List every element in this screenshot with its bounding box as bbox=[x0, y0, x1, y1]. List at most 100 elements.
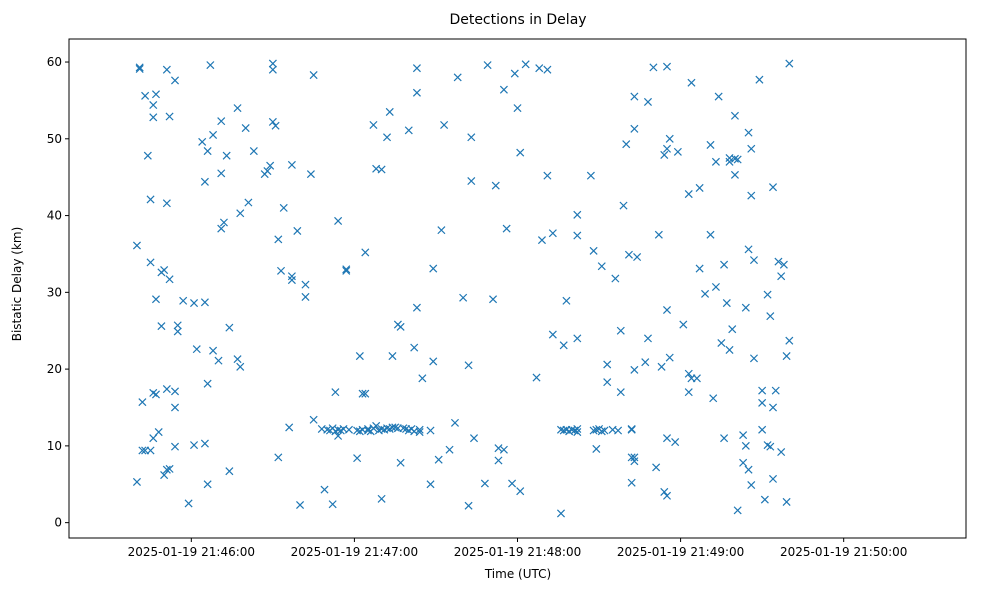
data-point bbox=[206, 61, 215, 70]
data-point bbox=[543, 171, 552, 180]
data-point bbox=[624, 250, 633, 259]
chart-title: Detections in Delay bbox=[449, 12, 586, 28]
data-point bbox=[603, 360, 612, 369]
data-point bbox=[396, 322, 405, 331]
data-point bbox=[209, 346, 218, 355]
data-point bbox=[437, 226, 446, 235]
data-point bbox=[671, 438, 680, 447]
data-point bbox=[135, 64, 144, 73]
data-point bbox=[665, 353, 674, 362]
data-point bbox=[412, 64, 421, 73]
data-point bbox=[491, 181, 500, 190]
data-point bbox=[597, 262, 606, 271]
data-point bbox=[537, 236, 546, 245]
data-point bbox=[684, 369, 693, 378]
data-point bbox=[301, 280, 310, 289]
data-point bbox=[701, 289, 710, 298]
data-point bbox=[630, 124, 639, 133]
data-point bbox=[203, 480, 212, 489]
data-point bbox=[573, 334, 582, 343]
data-point bbox=[499, 85, 508, 94]
data-point bbox=[573, 428, 582, 437]
data-point bbox=[363, 426, 373, 435]
data-point bbox=[217, 169, 226, 178]
data-point bbox=[483, 61, 492, 70]
data-point bbox=[217, 117, 226, 126]
data-point bbox=[309, 71, 318, 80]
data-point bbox=[217, 224, 226, 233]
data-point bbox=[154, 428, 163, 437]
data-point bbox=[377, 165, 386, 174]
data-point bbox=[328, 500, 337, 509]
data-point bbox=[510, 69, 519, 78]
data-point bbox=[170, 76, 180, 85]
data-point bbox=[562, 296, 571, 305]
data-point bbox=[494, 444, 503, 453]
data-point bbox=[426, 480, 435, 489]
data-point bbox=[410, 343, 419, 352]
data-point bbox=[192, 345, 201, 354]
data-point bbox=[287, 160, 296, 169]
data-point bbox=[445, 445, 454, 454]
data-point bbox=[516, 148, 525, 157]
data-point bbox=[662, 305, 672, 315]
data-point bbox=[695, 264, 704, 273]
data-point bbox=[733, 506, 742, 515]
data-point bbox=[684, 190, 693, 199]
data-point bbox=[301, 292, 310, 301]
data-point bbox=[711, 282, 720, 291]
data-point bbox=[200, 298, 209, 307]
data-point bbox=[331, 388, 340, 397]
x-tick-label: 2025-01-19 21:50:00 bbox=[780, 545, 907, 559]
data-point bbox=[771, 386, 780, 395]
data-point bbox=[521, 60, 530, 69]
x-axis: 2025-01-19 21:46:00 2025-01-19 21:47:00 20… bbox=[128, 538, 907, 559]
data-point bbox=[714, 92, 723, 101]
data-point bbox=[597, 427, 606, 436]
data-point bbox=[641, 358, 650, 367]
data-point bbox=[592, 425, 601, 434]
data-point bbox=[200, 439, 209, 448]
data-point bbox=[287, 276, 296, 285]
data-point bbox=[263, 167, 272, 176]
data-point bbox=[426, 426, 435, 435]
data-point bbox=[412, 88, 421, 97]
y-tick-label: 50 bbox=[47, 132, 62, 146]
data-point bbox=[132, 477, 141, 486]
data-point bbox=[660, 150, 669, 159]
data-point bbox=[785, 336, 794, 345]
data-point bbox=[160, 266, 169, 275]
data-point bbox=[467, 133, 476, 142]
data-point bbox=[412, 303, 421, 312]
data-point bbox=[739, 431, 748, 440]
data-point bbox=[274, 235, 283, 244]
data-point bbox=[279, 203, 288, 212]
data-point bbox=[662, 144, 672, 153]
data-point bbox=[665, 134, 674, 143]
data-point bbox=[687, 78, 696, 87]
x-tick-label: 2025-01-19 21:49:00 bbox=[617, 545, 744, 559]
data-point bbox=[627, 424, 636, 434]
data-point bbox=[274, 453, 283, 462]
data-point bbox=[744, 465, 753, 474]
data-point bbox=[741, 303, 750, 312]
data-point bbox=[170, 387, 180, 396]
data-point bbox=[614, 426, 623, 435]
data-point bbox=[143, 151, 152, 160]
data-point bbox=[630, 453, 639, 462]
data-point bbox=[603, 378, 612, 387]
data-point bbox=[146, 195, 155, 204]
x-tick-label: 2025-01-19 21:48:00 bbox=[454, 545, 581, 559]
data-point bbox=[654, 230, 663, 239]
data-point bbox=[383, 133, 392, 142]
data-point bbox=[429, 357, 438, 366]
y-tick-label: 30 bbox=[47, 285, 62, 299]
data-point bbox=[616, 388, 625, 397]
data-point bbox=[747, 191, 756, 200]
data-point bbox=[135, 63, 144, 72]
data-point bbox=[132, 241, 141, 250]
data-point bbox=[450, 418, 460, 427]
data-point bbox=[162, 199, 171, 208]
data-point bbox=[404, 126, 413, 135]
